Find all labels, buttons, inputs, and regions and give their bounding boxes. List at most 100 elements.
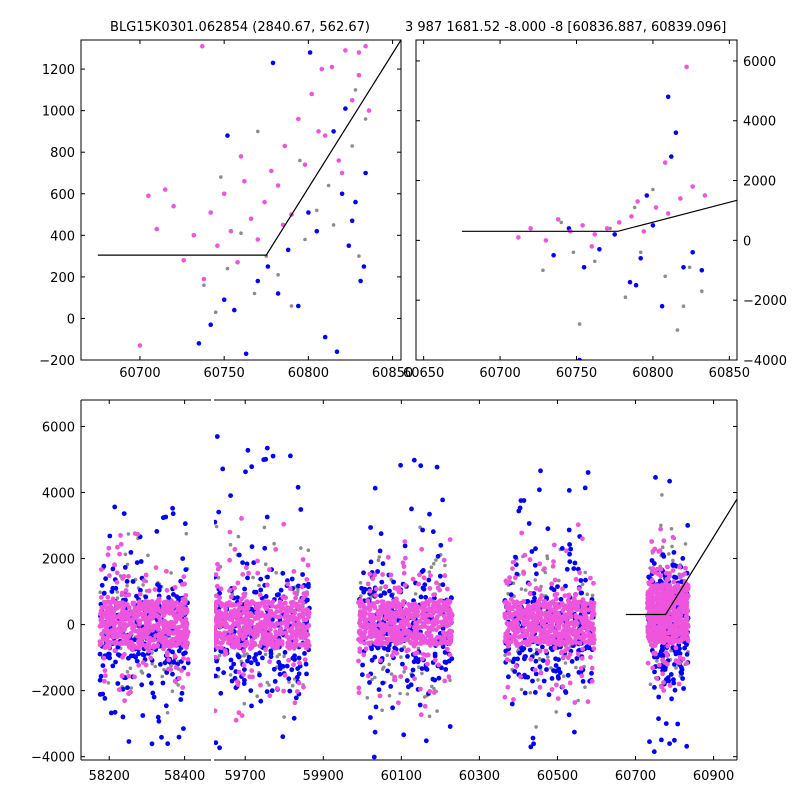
left-point-blue [296, 303, 301, 309]
full-point-pink [137, 620, 142, 626]
full-point-blue [101, 563, 107, 569]
full-point-pink [508, 596, 514, 602]
full-point-gray [296, 587, 300, 592]
full-point-blue [408, 682, 414, 688]
full-point-pink [656, 571, 661, 577]
full-point-pink [131, 600, 137, 606]
full-point-blue [420, 527, 425, 533]
full-point-blue [514, 571, 520, 577]
full-point-pink [230, 602, 236, 607]
full-point-pink [573, 628, 579, 634]
full-point-gray [236, 534, 241, 539]
full-point-blue [263, 594, 269, 599]
full-point-pink [287, 586, 293, 592]
full-point-pink [388, 632, 394, 637]
full-point-blue [533, 546, 538, 552]
full-point-pink [367, 607, 373, 613]
full-point-blue [176, 734, 182, 740]
full-point-pink [572, 700, 578, 705]
full-point-blue [663, 721, 669, 726]
full-point-pink [566, 599, 572, 605]
full-point-blue [540, 644, 545, 650]
full-point-pink [391, 603, 397, 609]
full-point-pink [264, 619, 270, 624]
right-point-pink [678, 196, 683, 201]
full-point-gray [274, 571, 279, 575]
full-point-pink [356, 658, 361, 664]
full-point-pink [447, 652, 453, 658]
full-point-pink [535, 627, 541, 632]
full-point-pink [103, 673, 108, 679]
full-point-pink [304, 591, 309, 597]
full-point-blue [156, 718, 162, 724]
full-point-gray [306, 548, 311, 552]
full-point-blue [382, 646, 387, 651]
full-point-pink [214, 654, 219, 660]
full-point-pink [106, 545, 112, 551]
full-xtick-label: 60300 [459, 769, 500, 784]
full-point-blue [544, 595, 549, 601]
full-point-blue [537, 487, 542, 493]
full-point-blue [434, 464, 440, 470]
full-point-pink [507, 575, 512, 580]
full-point-blue [171, 592, 176, 597]
full-point-pink [412, 634, 418, 639]
full-point-gray [123, 552, 128, 557]
full-point-pink [651, 650, 657, 656]
left-point-blue [285, 247, 291, 253]
full-point-pink [143, 618, 149, 624]
full-point-gray [365, 696, 370, 700]
full-point-pink [391, 598, 397, 604]
full-point-pink [279, 602, 285, 608]
full-point-pink [229, 617, 235, 623]
left-point-pink [366, 108, 372, 113]
full-point-pink [513, 664, 519, 669]
left-point-gray [298, 158, 302, 163]
full-point-pink [215, 561, 220, 567]
full-point-blue [165, 741, 171, 747]
right-point-pink [665, 211, 671, 216]
full-point-gray [557, 578, 561, 583]
full-point-blue [589, 670, 594, 676]
full-point-pink [360, 633, 366, 639]
full-point-blue [155, 582, 160, 587]
full-point-gray [380, 708, 384, 712]
full-point-gray [379, 585, 383, 590]
full-point-pink [286, 657, 291, 663]
full-point-pink [224, 621, 229, 627]
full-point-pink [406, 613, 412, 619]
left-point-pink [296, 116, 301, 122]
full-point-pink [582, 639, 588, 645]
full-point-gray [528, 690, 533, 695]
full-point-pink [291, 569, 297, 574]
full-point-blue [387, 588, 392, 594]
full-point-pink [111, 620, 117, 625]
full-point-blue [276, 659, 282, 665]
full-point-pink [564, 548, 569, 554]
full-point-blue [372, 654, 378, 660]
full-point-pink [425, 619, 431, 625]
full-point-pink [146, 609, 152, 614]
full-point-blue [176, 648, 182, 654]
full-point-pink [127, 611, 133, 617]
full-point-pink [289, 614, 294, 619]
right-point-pink [589, 244, 595, 249]
full-point-pink [235, 682, 241, 687]
full-point-pink [229, 628, 234, 634]
full-point-pink [226, 637, 232, 643]
full-point-pink [294, 601, 300, 607]
full-point-pink [367, 571, 373, 577]
full-point-pink [299, 642, 305, 647]
full-point-pink [396, 585, 402, 590]
full-point-blue [378, 531, 384, 537]
full-ytick-label: 6000 [42, 420, 75, 435]
full-point-pink [357, 612, 363, 618]
full-point-pink [557, 642, 563, 648]
full-point-pink [119, 590, 125, 596]
full-point-blue [373, 704, 379, 710]
full-point-blue [231, 661, 237, 667]
full-point-blue [286, 676, 292, 682]
full-point-pink [537, 684, 543, 690]
full-point-pink [589, 665, 595, 671]
full-point-pink [153, 565, 159, 570]
